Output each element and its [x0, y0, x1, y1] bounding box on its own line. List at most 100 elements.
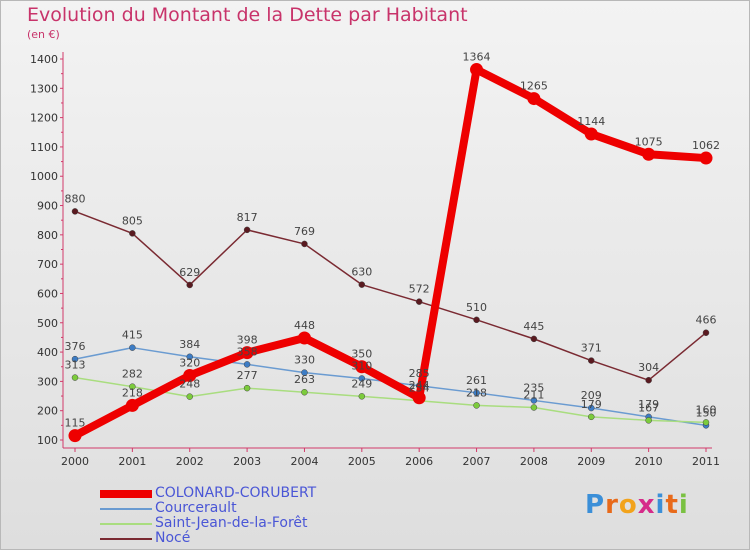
series-line	[74, 210, 707, 381]
x-tick-label: 2003	[233, 455, 261, 468]
data-label: 249	[351, 377, 372, 390]
data-label: 150	[696, 406, 717, 419]
y-tick-label: 800	[37, 229, 58, 242]
x-tick-label: 2009	[577, 455, 605, 468]
x-tick-label: 2002	[176, 455, 204, 468]
x-tick-label: 2008	[520, 455, 548, 468]
data-label: 282	[122, 368, 143, 381]
data-label: 218	[122, 386, 143, 399]
data-label: 115	[65, 417, 86, 430]
data-point	[530, 335, 538, 343]
y-tick-label: 100	[37, 434, 58, 447]
data-label: 167	[638, 401, 659, 414]
data-point	[530, 397, 538, 404]
data-point	[186, 393, 193, 400]
x-tick-label: 2011	[692, 455, 720, 468]
chart-title: Evolution du Montant de la Dette par Hab…	[27, 4, 468, 26]
y-tick-label: 300	[37, 375, 58, 388]
data-label: 160	[696, 403, 717, 416]
data-label: 1144	[577, 115, 605, 128]
data-point	[473, 402, 480, 409]
data-point	[243, 384, 251, 392]
data-point	[415, 298, 423, 305]
legend-label: Nocé	[155, 530, 191, 546]
data-label: 769	[294, 225, 315, 238]
data-label: 415	[122, 329, 143, 342]
data-label: 384	[179, 338, 200, 351]
data-point	[702, 419, 710, 426]
data-label: 310	[351, 359, 372, 372]
data-point	[358, 393, 366, 400]
logo-letter: r	[605, 490, 619, 520]
data-label: 320	[179, 357, 200, 370]
y-tick-label: 1300	[30, 82, 58, 95]
data-point	[645, 417, 652, 424]
chart-subtitle: (en €)	[27, 28, 60, 41]
x-tick-label: 2004	[290, 455, 318, 468]
logo-letter: x	[637, 490, 656, 520]
data-label: 880	[65, 192, 86, 205]
data-label: 179	[638, 398, 659, 411]
data-point	[358, 281, 366, 288]
logo-letter: o	[618, 490, 638, 520]
data-point	[699, 151, 713, 165]
data-point	[125, 398, 139, 412]
legend-label: Courcerault	[155, 500, 237, 516]
y-tick-label: 400	[37, 346, 58, 359]
y-tick-label: 1000	[30, 170, 58, 183]
data-label: 629	[179, 266, 200, 279]
legend-label: Saint-Jean-de-la-Forêt	[155, 515, 308, 531]
data-point	[473, 389, 480, 397]
data-point	[358, 375, 366, 382]
data-label: 376	[65, 340, 86, 353]
legend-swatch	[100, 523, 152, 525]
data-label: 211	[523, 388, 544, 401]
data-label: 313	[65, 359, 86, 372]
x-tick-label: 2007	[463, 455, 491, 468]
data-point	[588, 413, 595, 421]
y-tick-label: 700	[37, 258, 58, 271]
legend-swatch	[100, 538, 152, 540]
data-label: 445	[523, 320, 544, 333]
data-label: 304	[638, 361, 659, 374]
data-point	[301, 369, 308, 376]
data-point	[588, 357, 595, 364]
data-label: 448	[294, 319, 315, 332]
data-point	[645, 376, 652, 384]
data-point	[470, 63, 484, 77]
y-tick-label: 1100	[30, 141, 58, 154]
data-point	[129, 383, 136, 390]
y-tick-label: 500	[37, 317, 58, 330]
data-point	[642, 147, 656, 161]
data-point	[527, 92, 541, 106]
data-label: 510	[466, 301, 487, 314]
logo-letter: P	[585, 490, 606, 520]
data-label: 817	[237, 211, 258, 224]
data-label: 358	[237, 345, 258, 358]
x-tick-label: 2000	[61, 455, 89, 468]
logo-letter: i	[655, 490, 666, 520]
data-point	[301, 240, 308, 248]
data-label: 1364	[463, 51, 491, 64]
data-point	[412, 391, 426, 405]
data-label: 371	[581, 342, 602, 355]
data-point	[301, 388, 308, 396]
y-tick-label: 600	[37, 287, 58, 300]
y-tick-label: 1200	[30, 112, 58, 125]
data-label: 277	[237, 369, 258, 382]
data-point	[186, 281, 193, 289]
y-tick-label: 1400	[30, 53, 58, 66]
data-point	[243, 226, 251, 234]
data-point	[240, 346, 254, 360]
data-point	[71, 355, 79, 363]
data-point	[355, 360, 369, 374]
data-label: 1062	[692, 139, 720, 152]
data-label: 209	[581, 389, 602, 402]
data-label: 234	[409, 382, 430, 395]
data-point	[183, 369, 197, 383]
logo-letter: t	[665, 490, 679, 520]
data-point	[68, 429, 82, 443]
x-tick-label: 2010	[635, 455, 663, 468]
y-tick-label: 200	[37, 405, 58, 418]
